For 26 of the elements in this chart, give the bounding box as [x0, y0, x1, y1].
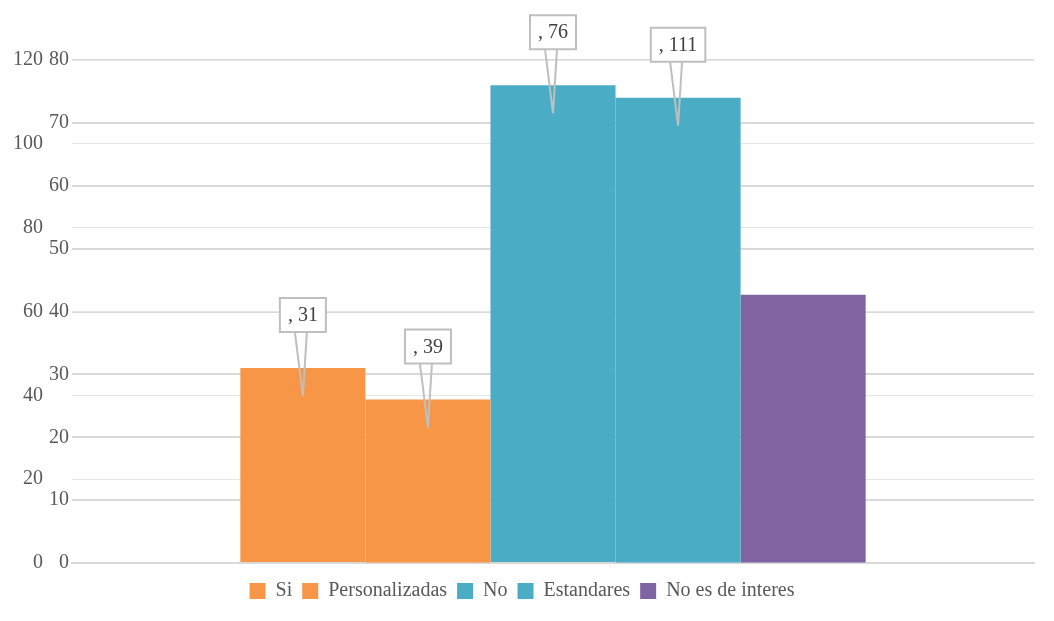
y-tick-label: 60	[49, 173, 69, 195]
y2-tick-label: 100	[13, 131, 43, 154]
y-tick-label: 10	[49, 487, 69, 510]
data-label: , 76	[538, 20, 568, 43]
legend-label: No es de interes	[666, 578, 795, 601]
y-tick-label: 30	[49, 361, 69, 384]
legend-label: Estandares	[543, 578, 631, 601]
y-tick-label: 20	[49, 424, 69, 447]
y2-tick-label: 40	[23, 382, 43, 405]
legend-label: Personalizadas	[328, 578, 448, 601]
y-tick-label: 0	[59, 550, 69, 573]
data-label: , 111	[658, 32, 698, 55]
y2-tick-label: 80	[23, 214, 43, 237]
y2-tick-label: 0	[33, 550, 43, 573]
y-tick-label: 70	[49, 110, 69, 133]
data-label: , 39	[412, 334, 443, 357]
legend-label: Si	[275, 578, 293, 601]
y2-tick-label: 60	[23, 298, 43, 321]
bar	[740, 294, 866, 563]
y-tick-label: 40	[49, 298, 69, 321]
data-label: , 31	[287, 303, 318, 326]
y2-tick-label: 120	[13, 47, 43, 70]
y2-tick-label: 20	[23, 466, 43, 489]
y-tick-label: 80	[49, 47, 69, 70]
y-tick-label: 50	[49, 235, 69, 258]
legend-label: No	[483, 578, 508, 601]
